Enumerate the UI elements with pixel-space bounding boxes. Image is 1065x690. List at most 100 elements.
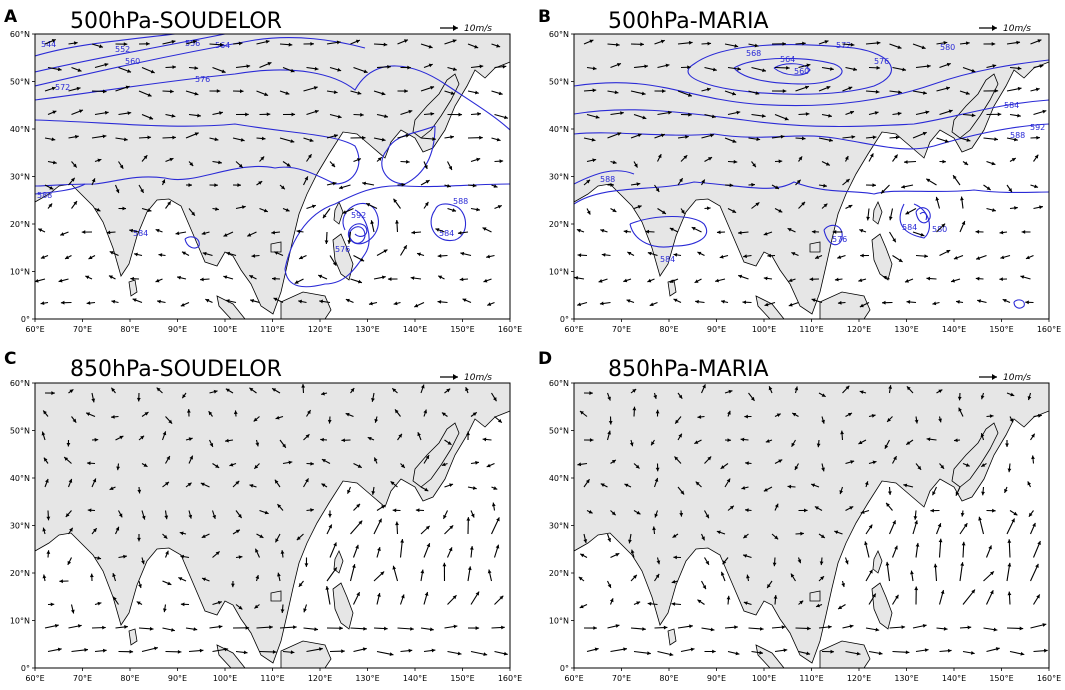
wind-vector: [751, 650, 764, 655]
wind-vector: [677, 433, 683, 441]
wind-vector: [303, 86, 318, 92]
wind-vector: [306, 66, 319, 71]
wind-vector: [91, 89, 107, 94]
wind-vector: [249, 484, 257, 488]
map-area: 60°E 70°E 80°E 90°E 100°E 110°E 120°E 130°E 140°…: [10, 379, 522, 683]
wind-vector: [1030, 433, 1036, 441]
wind-vector: [889, 231, 897, 243]
wind-vector: [654, 573, 660, 582]
latitude-tick-label: 40°N: [10, 474, 30, 483]
wind-vector: [470, 64, 484, 69]
wind-vector: [673, 253, 682, 257]
wind-vector: [600, 483, 608, 488]
wind-vector: [821, 649, 835, 654]
wind-vector: [983, 184, 991, 191]
wind-vector: [133, 252, 143, 257]
wind-vector: [960, 510, 965, 517]
wind-vector: [365, 202, 378, 209]
wind-vector: [607, 624, 620, 629]
wind-vector: [397, 89, 408, 93]
wind-vector: [633, 510, 641, 515]
longitude-tick-label: 160°E: [498, 325, 522, 334]
wind-vector: [423, 409, 428, 417]
wind-vector: [494, 205, 502, 210]
wind-vector: [962, 66, 976, 73]
wind-vector: [165, 455, 171, 464]
wind-vector: [58, 278, 69, 283]
wind-vector: [935, 196, 941, 209]
contour-label: 580: [940, 43, 955, 52]
wind-vector: [795, 531, 804, 536]
wind-vector: [714, 278, 726, 283]
wind-vector: [610, 459, 617, 464]
wind-vector: [815, 603, 823, 608]
wind-vector: [176, 275, 187, 280]
wind-vector: [483, 278, 492, 283]
longitude-tick-label: 160°E: [1037, 674, 1061, 683]
wind-vector: [1033, 648, 1048, 653]
wind-vector: [704, 456, 712, 464]
wind-vector: [583, 179, 591, 186]
wind-vector: [958, 407, 964, 417]
wind-vector: [599, 301, 611, 306]
wind-vector: [298, 299, 307, 304]
wind-vector: [912, 90, 927, 95]
wind-vector: [816, 439, 821, 448]
wind-vector: [165, 113, 176, 118]
longitude-axis: 60°E 70°E 80°E 90°E 100°E 110°E 120°E 130°E 140°…: [564, 319, 1061, 334]
wind-vector: [420, 486, 429, 492]
wind-vector: [317, 274, 328, 280]
wind-vector: [586, 647, 599, 653]
wind-vector: [115, 526, 120, 535]
wind-vector: [394, 409, 401, 417]
latitude-tick-label: 30°N: [10, 173, 30, 182]
wind-vector: [420, 384, 425, 394]
wind-vector: [235, 64, 251, 69]
wind-vector: [44, 478, 49, 488]
wind-vector: [165, 157, 174, 163]
wind-vector: [845, 66, 858, 72]
wind-vector: [91, 392, 96, 403]
wind-vector: [298, 254, 307, 260]
wind-vector: [410, 276, 422, 280]
wind-vector: [371, 486, 376, 495]
wind-vector: [930, 508, 940, 513]
wind-vector: [466, 431, 470, 441]
reference-vector-label: 10m/s: [1003, 373, 1031, 383]
reference-vector-label: 10m/s: [464, 24, 492, 34]
wind-vector: [47, 602, 55, 607]
wind-vector: [423, 63, 433, 69]
wind-vector: [232, 529, 241, 535]
wind-vector: [447, 207, 457, 212]
wind-vector: [256, 533, 264, 539]
latitude-tick-label: 20°N: [10, 569, 30, 578]
wind-vector: [742, 300, 752, 305]
wind-vector: [938, 589, 945, 605]
wind-vector: [654, 39, 665, 45]
wind-vector: [884, 439, 890, 450]
wind-vector: [487, 569, 493, 582]
wind-vector: [673, 298, 682, 303]
wind-vector: [818, 85, 831, 92]
wind-vector: [94, 110, 109, 116]
wind-vector: [740, 437, 749, 442]
map-area: 60°E 70°E 80°E 90°E 100°E 110°E 120°E 130°E 140°…: [549, 379, 1061, 683]
wind-vector: [420, 525, 431, 535]
wind-vector: [47, 66, 62, 72]
wind-vector: [839, 486, 844, 495]
wind-vector: [865, 569, 874, 582]
wind-vector: [444, 39, 457, 45]
wind-vector: [156, 387, 163, 394]
wind-vector: [326, 567, 338, 582]
wind-vector: [1009, 113, 1021, 118]
wind-vector: [889, 43, 902, 49]
wind-vector: [610, 647, 628, 653]
wind-vector: [250, 299, 260, 304]
wind-vector: [961, 541, 966, 558]
wind-vector: [773, 595, 778, 605]
wind-vector: [447, 112, 463, 117]
wind-vector: [704, 66, 717, 72]
wind-vector: [94, 601, 102, 606]
longitude-tick-label: 130°E: [894, 325, 918, 334]
